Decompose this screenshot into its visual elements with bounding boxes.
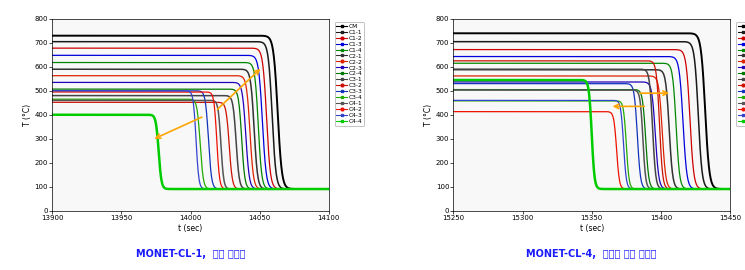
Y-axis label: T (°C): T (°C) bbox=[22, 104, 32, 126]
X-axis label: t (sec): t (sec) bbox=[178, 224, 203, 232]
Legend: CM, C1-1, C1-2, C1-3, C1-4, C2-1, C2-2, C2-3, C2-4, C3-1, C3-2, C3-3, C3-4, C4-1: CM, C1-1, C1-2, C1-3, C1-4, C2-1, C2-2, … bbox=[736, 22, 745, 126]
Text: MONET-CL-1,  균질 입자층: MONET-CL-1, 균질 입자층 bbox=[136, 249, 245, 259]
Y-axis label: T (°C): T (°C) bbox=[424, 104, 433, 126]
Text: MONET-CL-4,  방사상 층상 입자층: MONET-CL-4, 방사상 층상 입자층 bbox=[527, 249, 657, 259]
Legend: CM, C1-1, C1-2, C1-3, C1-4, C2-1, C2-2, C2-3, C2-4, C3-1, C3-2, C3-3, C3-4, C4-1: CM, C1-1, C1-2, C1-3, C1-4, C2-1, C2-2, … bbox=[335, 22, 364, 126]
X-axis label: t (sec): t (sec) bbox=[580, 224, 604, 232]
